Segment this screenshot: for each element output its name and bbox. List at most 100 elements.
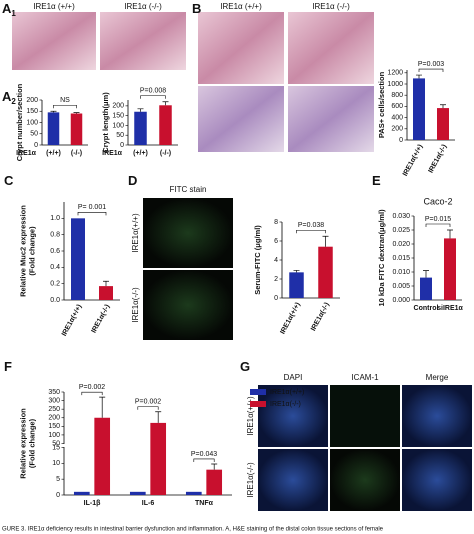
y-tick-label: 150 xyxy=(48,423,60,430)
y-tick-label: 100 xyxy=(26,119,38,126)
fluorescence-image xyxy=(258,385,328,447)
error-bar xyxy=(423,270,429,278)
histology-image xyxy=(198,86,284,152)
panel-label: B xyxy=(192,1,201,16)
bar xyxy=(47,112,60,145)
y-axis-label: Serum-FITC (μg/ml) xyxy=(253,225,262,295)
bar xyxy=(129,491,146,495)
bar xyxy=(185,491,202,495)
y-tick-label: 1000 xyxy=(387,81,403,88)
legend-label: IRE1α(+/+) xyxy=(270,389,304,396)
y-tick-label: 0.4 xyxy=(50,264,60,271)
y-tick-label: 0.000 xyxy=(392,297,410,304)
y-tick-label: 0.025 xyxy=(392,227,410,234)
x-tick-label: (+/+) xyxy=(46,150,61,157)
error-bar xyxy=(293,270,300,273)
column-label: DAPI xyxy=(284,373,303,382)
fluorescence-image xyxy=(402,385,472,447)
y-axis-label: Crypt length(μm) xyxy=(101,92,110,153)
error-bar xyxy=(99,396,106,418)
legend-label: IRE1α(-/-) xyxy=(270,401,301,408)
histology-image xyxy=(12,12,96,70)
y-axis-label: (Fold change) xyxy=(27,226,36,276)
y-tick-label: 150 xyxy=(112,112,124,119)
y-tick-label: 0 xyxy=(34,142,38,149)
panel-letter: F xyxy=(4,359,12,374)
annotation: P= 0.001 xyxy=(78,204,106,211)
error-bar xyxy=(440,104,446,109)
y-tick-label: 5 xyxy=(56,476,60,483)
panel-letter: A xyxy=(2,89,12,104)
annotation: P=0.008 xyxy=(140,88,166,95)
x-tick-label: IRE1α(+/+) xyxy=(279,302,301,336)
legend-swatch xyxy=(250,401,266,407)
panel-label: C xyxy=(4,173,14,188)
significance-bracket xyxy=(418,68,444,73)
panel-letter: D xyxy=(128,173,137,188)
bar xyxy=(73,491,90,495)
error-bar xyxy=(137,108,144,112)
panel-letter: C xyxy=(4,173,14,188)
bar xyxy=(413,78,425,140)
y-tick-label: 50 xyxy=(116,132,124,139)
bar xyxy=(150,422,167,495)
x-tick-label: siIRE1α xyxy=(437,305,463,312)
x-tick-label: (-/-) xyxy=(71,150,82,157)
bar xyxy=(71,218,85,300)
column-label: ICAM-1 xyxy=(351,373,379,382)
error-bar xyxy=(416,74,422,79)
legend-swatch xyxy=(250,389,266,395)
y-tick-label: 1200 xyxy=(387,70,403,77)
annotation: P=0.003 xyxy=(418,61,444,68)
caption: GURE 3. IRE1α deficiency results in inte… xyxy=(2,527,384,533)
y-tick-label: 0.2 xyxy=(50,281,60,288)
y-tick-label: 10 xyxy=(52,460,60,467)
axis-break xyxy=(60,444,68,447)
x-axis-label: IRE1α xyxy=(102,150,123,157)
y-tick-label: 2 xyxy=(274,276,278,283)
y-tick-label: 50 xyxy=(52,440,60,447)
y-axis-label: (Fold change) xyxy=(27,418,36,468)
bar xyxy=(437,108,449,140)
significance-bracket xyxy=(53,104,77,109)
error-bar xyxy=(447,229,453,239)
significance-bracket xyxy=(425,223,451,227)
y-tick-label: 0 xyxy=(120,142,124,149)
error-bar xyxy=(322,235,329,247)
y-tick-label: 4 xyxy=(274,257,278,264)
error-bar xyxy=(211,463,218,470)
histology-image xyxy=(288,12,374,84)
y-tick-label: 0.030 xyxy=(392,213,410,220)
panel-label: D xyxy=(128,173,137,188)
x-axis-label: IRE1α xyxy=(16,150,37,157)
image-label: IRE1α (+/+) xyxy=(220,2,262,11)
x-tick-label: IRE1α(+/+) xyxy=(402,144,424,178)
y-tick-label: 300 xyxy=(48,397,60,404)
y-tick-label: 600 xyxy=(391,103,403,110)
y-tick-label: 6 xyxy=(274,238,278,245)
image-label: IRE1α (-/-) xyxy=(312,2,350,11)
x-tick-label: (+/+) xyxy=(133,150,148,157)
panel-label: A1 xyxy=(2,1,16,18)
histology-image xyxy=(100,12,186,70)
y-tick-label: 15 xyxy=(52,444,60,451)
significance-bracket xyxy=(296,229,326,234)
panel-letter: B xyxy=(192,1,201,16)
y-tick-label: 800 xyxy=(391,92,403,99)
y-tick-label: 0 xyxy=(399,137,403,144)
annotation: NS xyxy=(60,97,70,104)
fluorescence-image xyxy=(143,270,233,340)
y-tick-label: 100 xyxy=(48,432,60,439)
y-tick-label: 0.015 xyxy=(392,255,410,262)
image-title: FITC stain xyxy=(170,185,207,194)
error-bar xyxy=(103,280,109,287)
y-tick-label: 150 xyxy=(26,108,38,115)
y-tick-label: 0.8 xyxy=(50,232,60,239)
histology-image xyxy=(288,86,374,152)
row-label: IRE1α(-/-) xyxy=(131,287,140,323)
fluorescence-image xyxy=(402,449,472,511)
bar xyxy=(444,238,456,300)
panel-letter: A xyxy=(2,1,12,16)
x-tick-label: Control xyxy=(414,305,439,312)
